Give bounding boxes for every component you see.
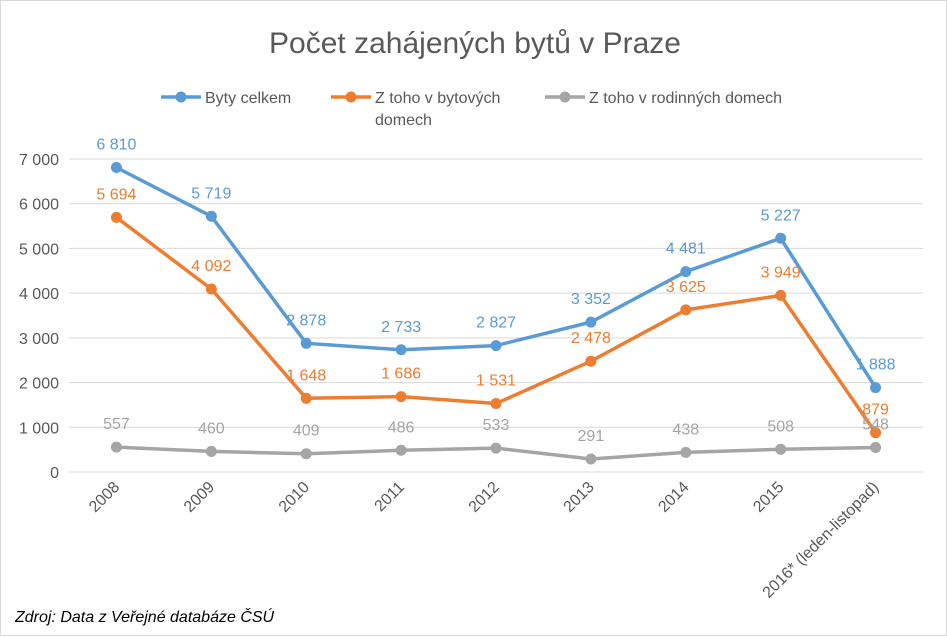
series-2-point xyxy=(680,304,692,316)
series-3-point xyxy=(490,442,502,454)
series-1-point xyxy=(680,266,692,278)
legend-label-3: Z toho v rodinných domech xyxy=(589,90,782,107)
series-3-data-label: 486 xyxy=(388,419,415,436)
series-3-data-label: 460 xyxy=(198,420,225,437)
series-1-data-label: 4 481 xyxy=(666,241,706,258)
series-2-data-label: 1 531 xyxy=(476,373,516,390)
series-2-data-label: 3 625 xyxy=(666,279,706,296)
series-1-data-label: 2 733 xyxy=(381,319,421,336)
x-tick-label: 2014 xyxy=(655,479,692,516)
series-3-data-label: 557 xyxy=(103,416,130,433)
series-2-data-label: 5 694 xyxy=(96,186,136,203)
series-3-point xyxy=(585,453,597,465)
x-tick-label: 2010 xyxy=(276,479,313,516)
x-tick-label: 2008 xyxy=(86,479,123,516)
series-2-data-label: 1 648 xyxy=(286,367,326,384)
x-tick-label: 2012 xyxy=(466,479,503,516)
series-2-point xyxy=(585,355,597,367)
y-tick-label: 6 000 xyxy=(19,197,59,214)
series-2-point xyxy=(395,391,407,403)
series-3-point xyxy=(680,446,692,458)
series-3-point xyxy=(395,444,407,456)
series-3-data-label: 409 xyxy=(293,423,320,440)
series-3-point xyxy=(300,448,312,460)
series-1-data-label: 5 227 xyxy=(761,207,801,224)
series-1-point xyxy=(300,337,312,349)
series-1-point xyxy=(585,316,597,328)
series-1-point xyxy=(870,382,882,394)
y-tick-label: 3 000 xyxy=(19,331,59,348)
series-3-data-label: 533 xyxy=(483,417,510,434)
series-1-point xyxy=(775,232,787,244)
y-tick-label: 4 000 xyxy=(19,286,59,303)
series-2-point xyxy=(110,211,122,223)
y-tick-label: 0 xyxy=(50,465,59,482)
legend-label-2: Z toho v bytových xyxy=(375,90,500,107)
series-3-data-label: 548 xyxy=(862,416,889,433)
y-tick-label: 1 000 xyxy=(19,420,59,437)
series-3-point xyxy=(870,441,882,453)
y-axis: 0 1 000 2 000 3 000 4 000 5 000 6 000 7 000 xyxy=(19,152,59,482)
series-2-data-label: 879 xyxy=(862,402,889,419)
y-tick-label: 7 000 xyxy=(19,152,59,169)
x-tick-label: 2013 xyxy=(561,479,598,516)
series-1-data-label: 5 719 xyxy=(191,185,231,202)
series-1-point xyxy=(490,340,502,352)
source-note: Zdroj: Data z Veřejné databáze ČSÚ xyxy=(15,607,275,626)
series-3-point xyxy=(775,443,787,455)
series-3-data-label: 508 xyxy=(767,418,794,435)
legend-label-2: domech xyxy=(375,112,432,129)
gridlines xyxy=(69,158,923,473)
series-3-point xyxy=(205,445,217,457)
series-2-point xyxy=(775,289,787,301)
y-tick-label: 5 000 xyxy=(19,241,59,258)
legend-marker-2 xyxy=(345,91,357,103)
legend-label-1: Byty celkem xyxy=(205,90,291,107)
data-labels: 6 810 5 719 2 878 2 733 2 827 3 352 4 481 5 227… xyxy=(96,136,895,444)
series-2-point xyxy=(205,283,217,295)
series-group xyxy=(110,161,882,465)
series-1-data-label: 1 888 xyxy=(856,357,896,374)
x-tick-label: 2015 xyxy=(750,479,787,516)
legend: Byty celkem Z toho v bytových domech Z toho… xyxy=(161,90,782,129)
series-1-data-label: 2 827 xyxy=(476,315,516,332)
series-2-point xyxy=(870,427,882,439)
series-1-data-label: 6 810 xyxy=(96,136,136,153)
series-3-data-label: 438 xyxy=(672,421,699,438)
series-1-point xyxy=(110,161,122,173)
series-2-data-label: 2 478 xyxy=(571,330,611,347)
y-tick-label: 2 000 xyxy=(19,376,59,393)
chart-title: Počet zahájených bytů v Praze xyxy=(269,27,681,60)
series-1-data-label: 3 352 xyxy=(571,291,611,308)
series-1-data-label: 2 878 xyxy=(286,312,326,329)
series-1-point xyxy=(205,210,217,222)
x-tick-label: 2009 xyxy=(181,479,218,516)
series-1-point xyxy=(395,344,407,356)
series-2-data-label: 1 686 xyxy=(381,366,421,383)
series-2-point xyxy=(300,392,312,404)
series-3-point xyxy=(110,441,122,453)
legend-marker-3 xyxy=(559,91,571,103)
legend-marker-1 xyxy=(175,91,187,103)
series-3-data-label: 291 xyxy=(578,428,605,445)
x-tick-label: 2011 xyxy=(372,479,408,515)
series-2-data-label: 4 092 xyxy=(191,258,231,275)
series-2-point xyxy=(490,398,502,410)
series-2-data-label: 3 949 xyxy=(761,264,801,281)
